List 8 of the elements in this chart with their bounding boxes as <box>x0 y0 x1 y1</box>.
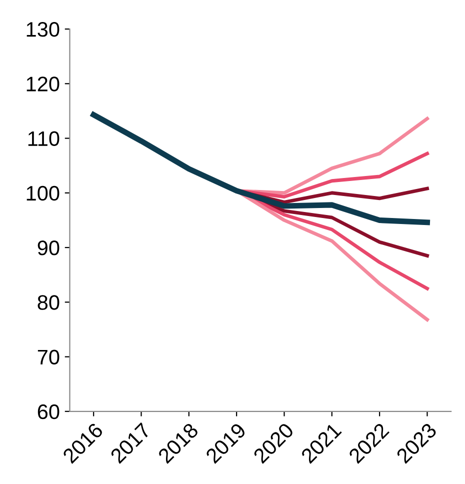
y-tick-label: 110 <box>28 131 60 146</box>
y-tick-label: 100 <box>26 186 60 201</box>
y-tick-label: 70 <box>38 350 60 365</box>
y-tick-label: 90 <box>38 240 60 256</box>
y-tick-label: 60 <box>38 404 60 420</box>
y-tick-label: 120 <box>26 76 60 92</box>
y-tick-label: 130 <box>26 22 60 37</box>
y-tick-label: 80 <box>38 295 60 310</box>
